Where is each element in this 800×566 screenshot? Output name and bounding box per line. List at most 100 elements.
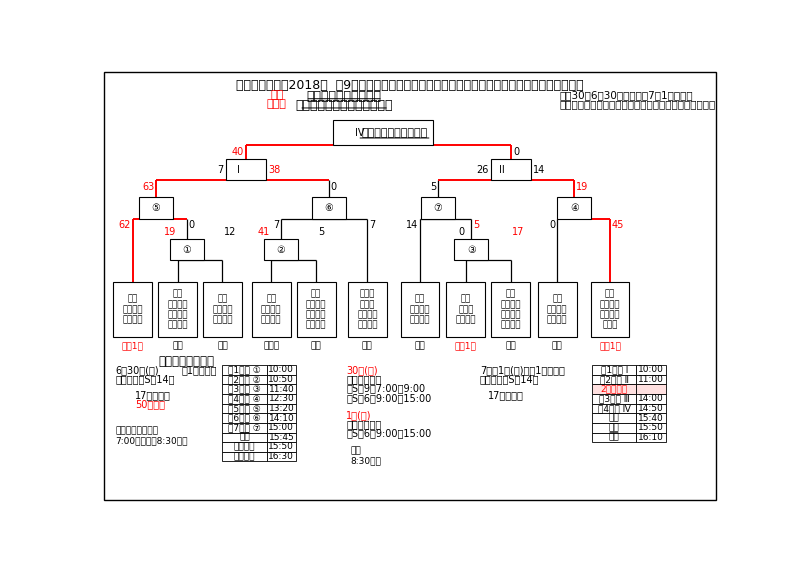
- Bar: [558, 198, 591, 219]
- Bar: [266, 394, 296, 404]
- Text: 10:00: 10:00: [269, 366, 294, 375]
- Bar: [266, 442, 296, 452]
- Bar: [592, 404, 636, 413]
- Bar: [266, 452, 296, 461]
- Bar: [592, 394, 636, 404]
- Text: 12: 12: [224, 228, 236, 237]
- Text: 徳島: 徳島: [217, 341, 228, 350]
- Text: 岡山
ラグビー
スクール: 岡山 ラグビー スクール: [410, 295, 430, 324]
- Bar: [222, 452, 266, 461]
- Bar: [222, 384, 266, 394]
- Bar: [348, 282, 386, 337]
- Bar: [401, 282, 439, 337]
- Text: 12:30: 12:30: [269, 395, 294, 404]
- Text: 16:10: 16:10: [638, 433, 664, 442]
- Text: 香川: 香川: [311, 341, 322, 350]
- Text: IV: IV: [355, 127, 364, 138]
- Text: 15:45: 15:45: [269, 433, 294, 442]
- Text: （人工芝　S－14）: （人工芝 S－14）: [115, 374, 175, 384]
- Text: 吹田ラグビースクール: 吹田ラグビースクール: [306, 90, 382, 103]
- Text: 5: 5: [473, 220, 479, 230]
- Bar: [222, 375, 266, 384]
- Bar: [252, 282, 290, 337]
- Text: 17: 17: [512, 228, 525, 237]
- Text: 14:10: 14:10: [269, 414, 294, 423]
- Bar: [266, 432, 296, 442]
- Text: 第4試合 ④: 第4試合 ④: [228, 395, 261, 404]
- Text: 30日(土): 30日(土): [346, 365, 378, 375]
- Text: 第3試合 Ⅲ: 第3試合 Ⅲ: [598, 395, 630, 404]
- Text: 0: 0: [458, 228, 464, 237]
- Text: 徳島
ラグビー
スクール: 徳島 ラグビー スクール: [212, 295, 233, 324]
- Text: 役員: 役員: [350, 447, 361, 456]
- Text: 0: 0: [188, 220, 194, 230]
- Bar: [636, 375, 666, 384]
- Text: 19: 19: [164, 228, 176, 237]
- Text: 15:00: 15:00: [269, 423, 294, 432]
- Text: 太陽生命カップ2018年  第9回全国中学生ラグビーフットボール大会関西地区予選トーナメント表: 太陽生命カップ2018年 第9回全国中学生ラグビーフットボール大会関西地区予選ト…: [236, 79, 584, 92]
- Bar: [592, 432, 636, 442]
- Text: ②: ②: [276, 245, 285, 255]
- Bar: [158, 282, 197, 337]
- Text: 0: 0: [513, 147, 519, 157]
- Bar: [226, 159, 266, 181]
- Text: 41: 41: [258, 228, 270, 237]
- Text: 63: 63: [142, 182, 154, 192]
- Text: 第2試合 Ⅱ: 第2試合 Ⅱ: [600, 375, 629, 384]
- Text: 伏見
クラブ
ジュニア: 伏見 クラブ ジュニア: [455, 295, 476, 324]
- Text: 対戦スケジュール: 対戦スケジュール: [158, 355, 214, 368]
- Bar: [636, 423, 666, 432]
- Text: 14: 14: [406, 220, 418, 230]
- Text: ①: ①: [182, 245, 191, 255]
- Text: 岡山: 岡山: [414, 341, 426, 350]
- Text: II: II: [498, 165, 504, 174]
- Bar: [490, 159, 531, 181]
- Text: 15:50: 15:50: [269, 443, 294, 452]
- Text: 15:50: 15:50: [638, 423, 664, 432]
- Text: 7: 7: [369, 220, 375, 230]
- Text: 17分ハーフ: 17分ハーフ: [135, 390, 170, 400]
- Text: ヤマハ
発動機
ラグビー
スクール: ヤマハ 発動機 ラグビー スクール: [357, 290, 378, 330]
- Text: 奈良
ラグビー
ジュニア
スクール: 奈良 ラグビー ジュニア スクール: [167, 290, 188, 330]
- Bar: [266, 404, 296, 413]
- Text: （S－9）7:00～9:00: （S－9）7:00～9:00: [346, 384, 426, 393]
- Bar: [222, 432, 266, 442]
- Text: 岡山ラグビースクール: 岡山ラグビースクール: [362, 127, 428, 138]
- Bar: [636, 365, 666, 375]
- Bar: [592, 413, 636, 423]
- Bar: [263, 239, 298, 260]
- Bar: [592, 375, 636, 384]
- Text: 石川
ラグビー
ジュニア
スクール: 石川 ラグビー ジュニア スクール: [501, 290, 521, 330]
- Text: 第1試合 Ⅰ: 第1試合 Ⅰ: [601, 366, 628, 375]
- Bar: [454, 239, 488, 260]
- Text: 7: 7: [273, 220, 279, 230]
- Text: 第6試合 ⑥: 第6試合 ⑥: [228, 414, 261, 423]
- Text: （S－6）9:00～15:00: （S－6）9:00～15:00: [346, 393, 432, 403]
- Text: 岩出
ラグビー
スクール: 岩出 ラグビー スクール: [261, 295, 282, 324]
- Bar: [636, 404, 666, 413]
- Text: 表彰: 表彰: [609, 423, 619, 432]
- Text: 7:00集合　　8:30集合: 7:00集合 8:30集合: [115, 436, 188, 445]
- Text: 大阪1位: 大阪1位: [122, 341, 143, 350]
- Text: 第5試合 ⑤: 第5試合 ⑤: [228, 404, 261, 413]
- Text: 第2試合 ②: 第2試合 ②: [228, 375, 261, 384]
- Text: 第4試合 Ⅳ: 第4試合 Ⅳ: [598, 404, 630, 413]
- Bar: [592, 423, 636, 432]
- Text: 15:40: 15:40: [638, 414, 664, 423]
- Text: 16:30: 16:30: [269, 452, 294, 461]
- Text: 14: 14: [534, 165, 546, 174]
- Text: 26: 26: [476, 165, 488, 174]
- Text: 明石
ラグビー
ジュニア
クラブ: 明石 ラグビー ジュニア クラブ: [600, 290, 620, 330]
- Text: 第1試合 ①: 第1試合 ①: [228, 366, 261, 375]
- Text: 第3試合 ③: 第3試合 ③: [228, 385, 261, 394]
- Text: 7月　1日(日)　第1グランド: 7月 1日(日) 第1グランド: [480, 365, 565, 375]
- Text: 静岡: 静岡: [362, 341, 373, 350]
- Text: 第7試合 ⑦: 第7試合 ⑦: [228, 423, 261, 432]
- Bar: [311, 198, 346, 219]
- Bar: [266, 384, 296, 394]
- Bar: [113, 282, 152, 337]
- Text: 松山
ラグビー
スクール: 松山 ラグビー スクール: [547, 295, 567, 324]
- Text: 1日(日): 1日(日): [346, 410, 372, 420]
- Text: 14:00: 14:00: [638, 395, 664, 404]
- Text: 明石ジュニアラグビークラブ: 明石ジュニアラグビークラブ: [295, 100, 393, 113]
